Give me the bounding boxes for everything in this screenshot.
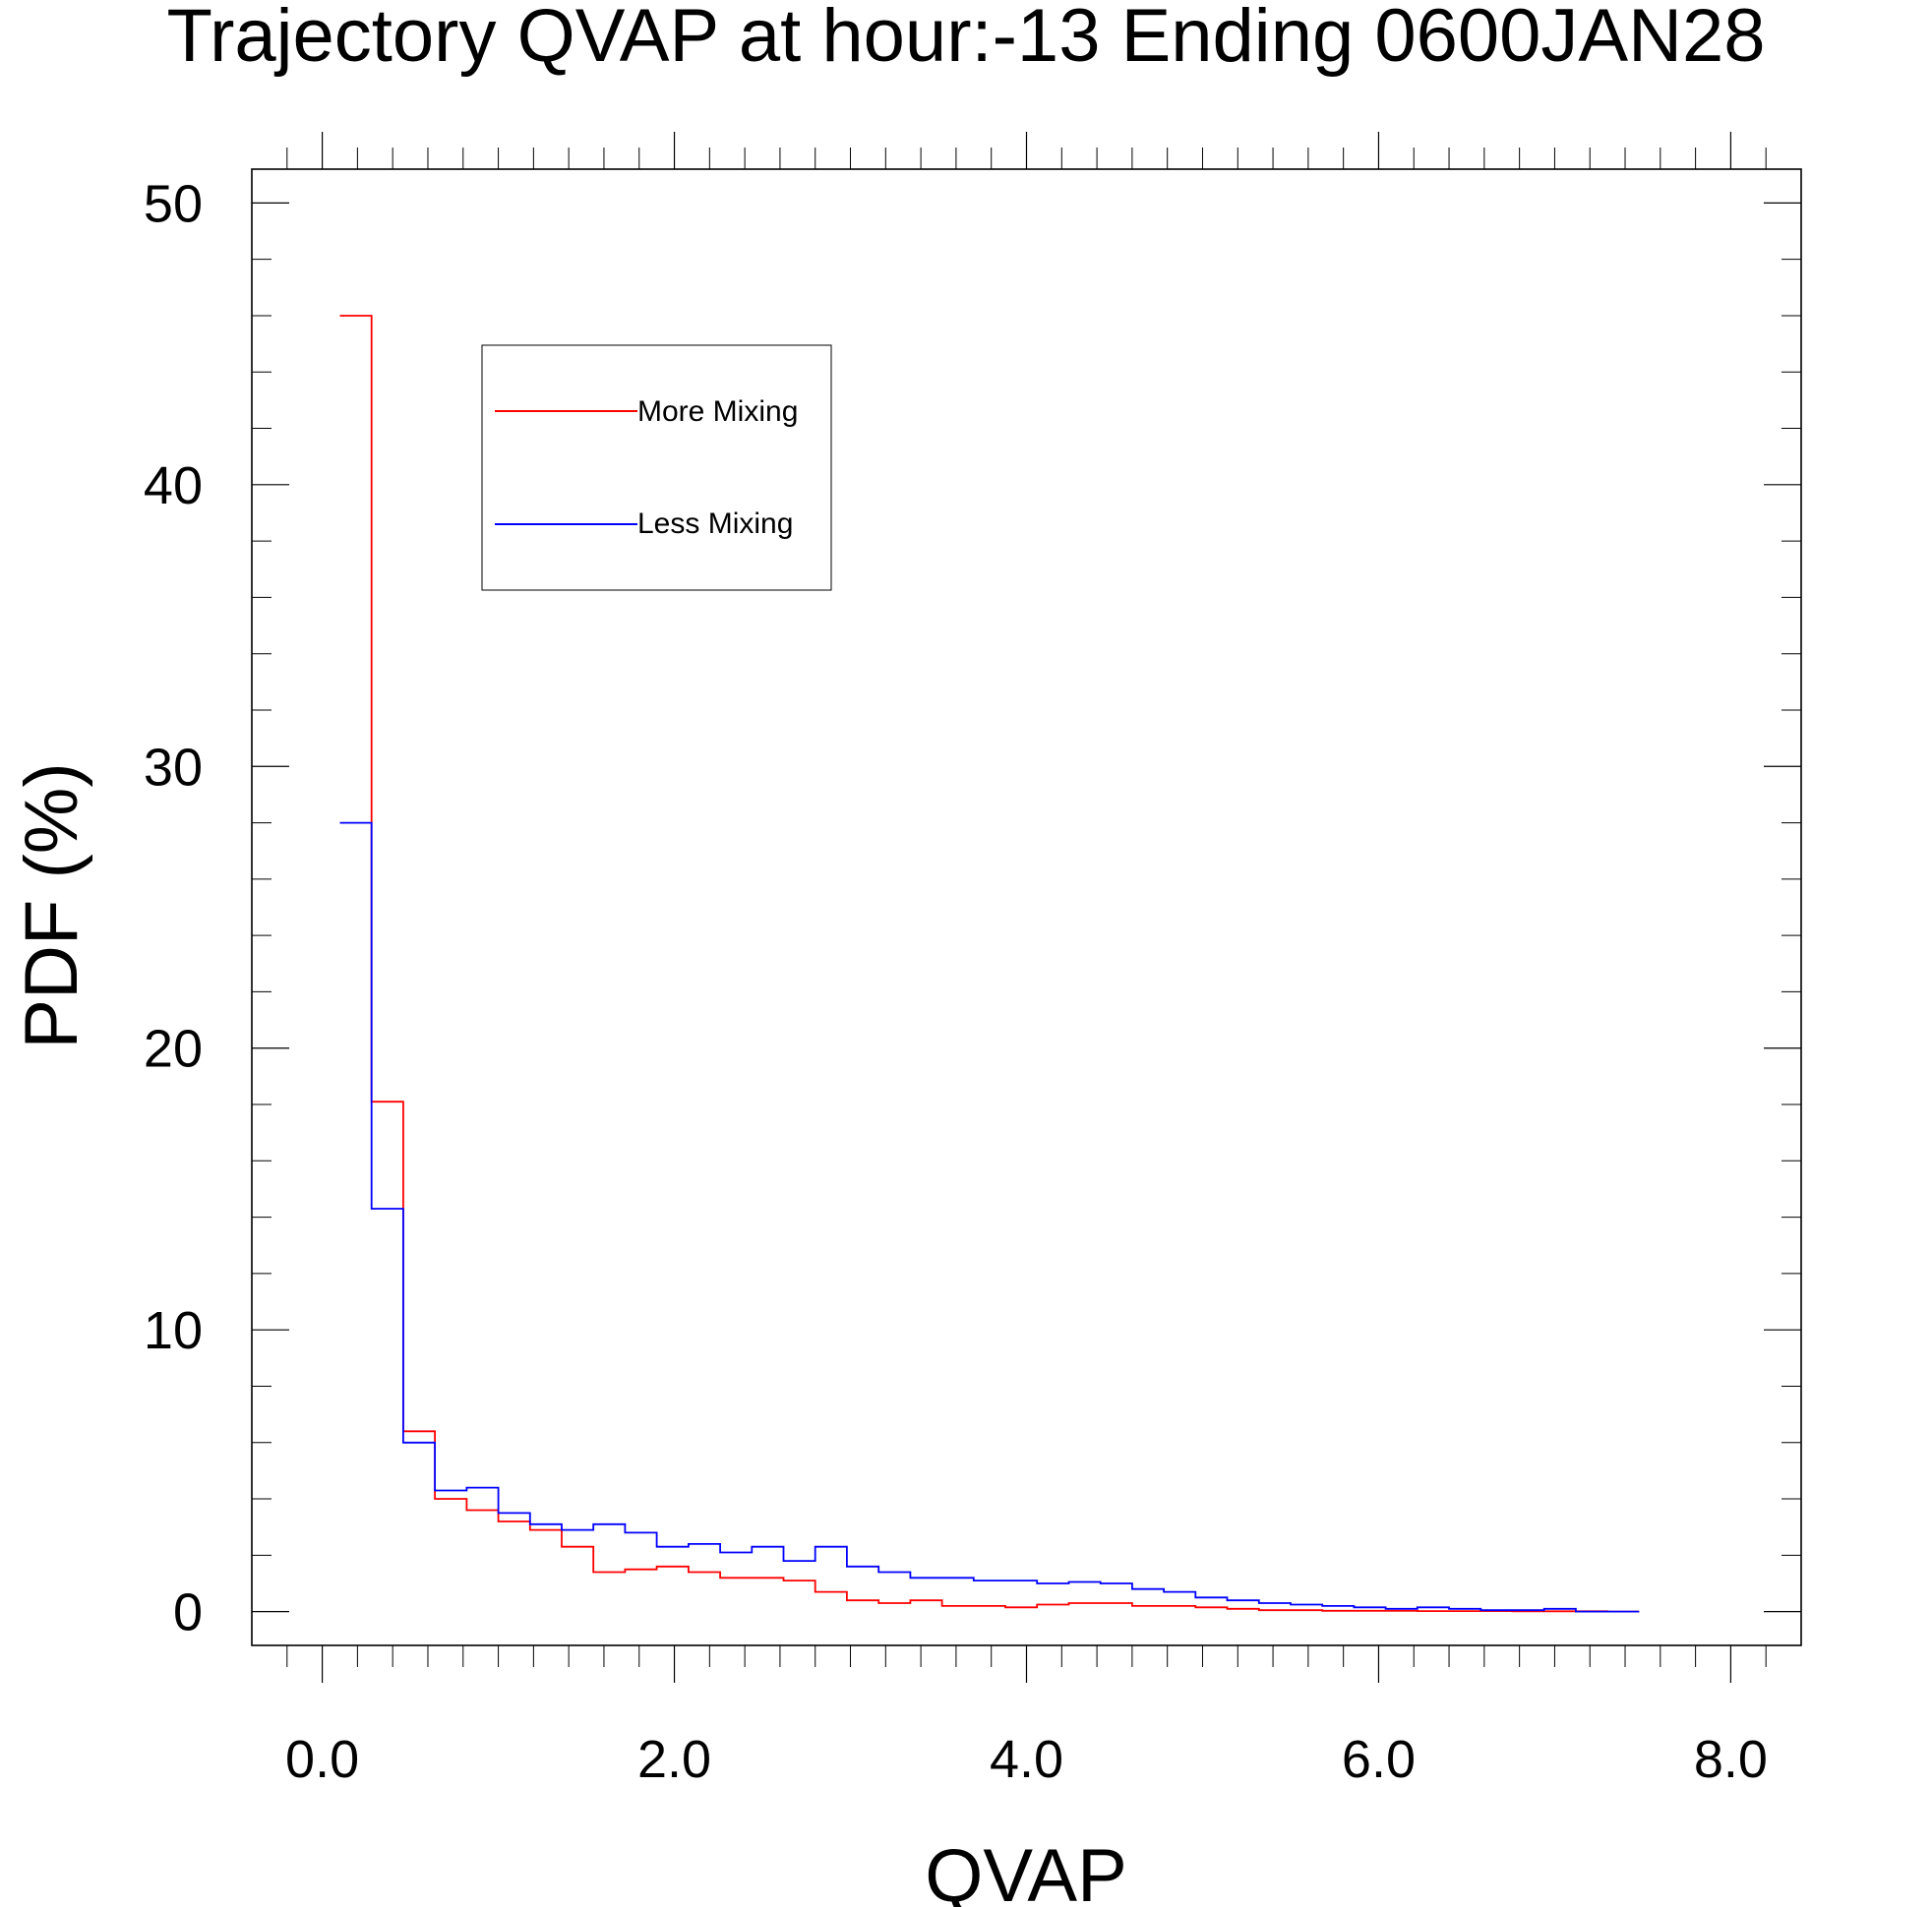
legend: More Mixing Less Mixing [481, 344, 832, 591]
x-tick-label: 8.0 [1694, 1730, 1768, 1789]
x-tick-label: 0.0 [285, 1730, 359, 1789]
x-tick-label: 4.0 [990, 1730, 1063, 1789]
y-axis-label: PDF (%) [10, 762, 93, 1048]
x-axis: 0.0 2.0 4.0 6.0 8.0 [285, 132, 1768, 1789]
y-tick-label: 30 [144, 738, 203, 797]
legend-label-more-mixing: More Mixing [637, 395, 798, 428]
chart-title: Trajectory QVAP at hour:-13 Ending 0600J… [166, 0, 1765, 78]
y-tick-label: 40 [144, 456, 203, 515]
series-lines [339, 315, 1640, 1613]
y-tick-label: 20 [144, 1020, 203, 1079]
y-tick-label: 10 [144, 1301, 203, 1360]
series-line-less-mixing [339, 821, 1640, 1613]
legend-box [481, 344, 832, 591]
y-tick-label: 50 [144, 174, 203, 233]
y-tick-label: 0 [173, 1583, 203, 1642]
x-tick-label: 2.0 [637, 1730, 711, 1789]
y-axis: 0 10 20 30 40 50 [144, 174, 1801, 1642]
series-line-more-mixing [339, 315, 1640, 1613]
x-tick-label: 6.0 [1342, 1730, 1416, 1789]
x-axis-label: QVAP [925, 1834, 1127, 1907]
legend-label-less-mixing: Less Mixing [637, 507, 793, 540]
